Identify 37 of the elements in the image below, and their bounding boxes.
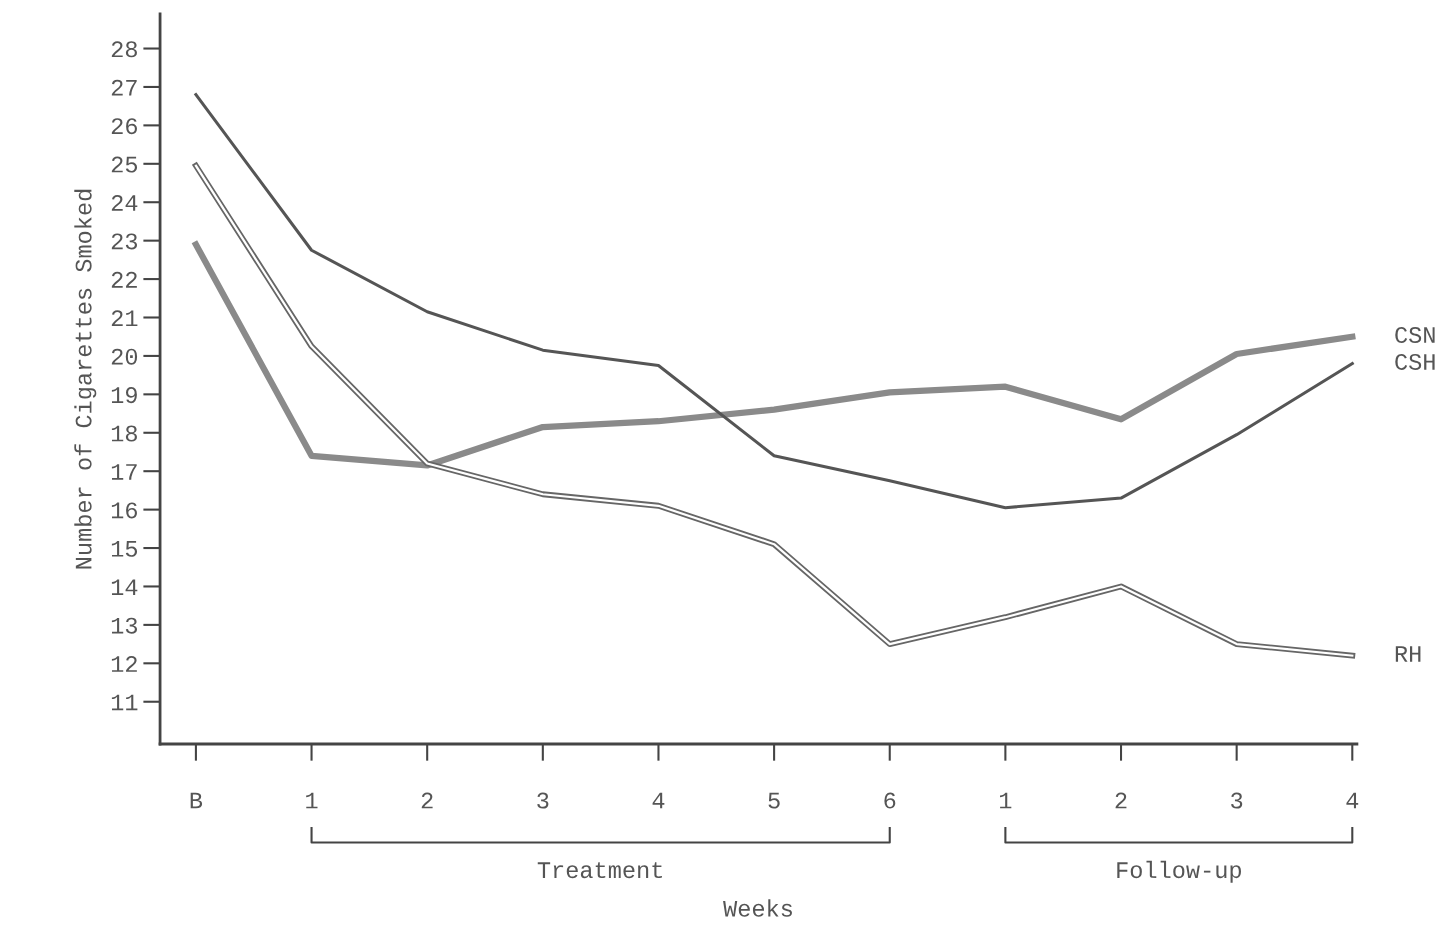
y-tick-label: 24: [111, 194, 138, 211]
y-tick-label: 22: [111, 271, 137, 288]
y-tick-label: 25: [111, 156, 138, 173]
x-tick-label: 2: [421, 792, 433, 809]
x-tick-label: 2: [1115, 792, 1127, 809]
y-tick-label: 21: [111, 310, 138, 327]
y-tick-label: 19: [111, 387, 137, 404]
text: Treatment: [537, 862, 662, 879]
y-tick-label: 15: [111, 541, 138, 557]
y-tick-label: 12: [111, 656, 137, 672]
y-tick-label: 20: [111, 348, 138, 365]
x-tick-label: 4: [652, 792, 665, 809]
series-label: CSH: [1395, 353, 1435, 370]
line-series: [194, 93, 1354, 510]
x-axis-title: Weeks: [723, 899, 792, 917]
series-label: RH: [1395, 646, 1421, 662]
series-label: CSN: [1395, 327, 1435, 344]
x-tick-label: B: [190, 792, 203, 809]
y-tick-label: 28: [111, 41, 137, 58]
y-tick-label: 27: [111, 79, 137, 96]
y-tick-label: 11: [111, 694, 138, 711]
x-tick-label: 4: [1346, 792, 1359, 809]
text: Follow-up: [1117, 860, 1241, 883]
y-tick-label: 14: [111, 579, 138, 596]
x-tick-label: 3: [1231, 792, 1243, 809]
y-tick-label: 13: [111, 617, 138, 634]
y-tick-label: 16: [111, 502, 137, 519]
y-tick-label: 18: [111, 425, 137, 442]
y-tick-label: 23: [111, 233, 138, 250]
x-tick-label: 6: [884, 792, 896, 809]
x-tick-label: 3: [537, 792, 549, 809]
x-tick-label: 1: [306, 792, 318, 809]
y-axis-title: Number of Cigarettes Smoked: [74, 189, 97, 569]
y-tick-label: 17: [111, 464, 137, 480]
y-tick-label: 26: [111, 118, 137, 135]
x-tick-label: 5: [768, 792, 780, 809]
x-tick-label: 1: [1000, 792, 1012, 809]
